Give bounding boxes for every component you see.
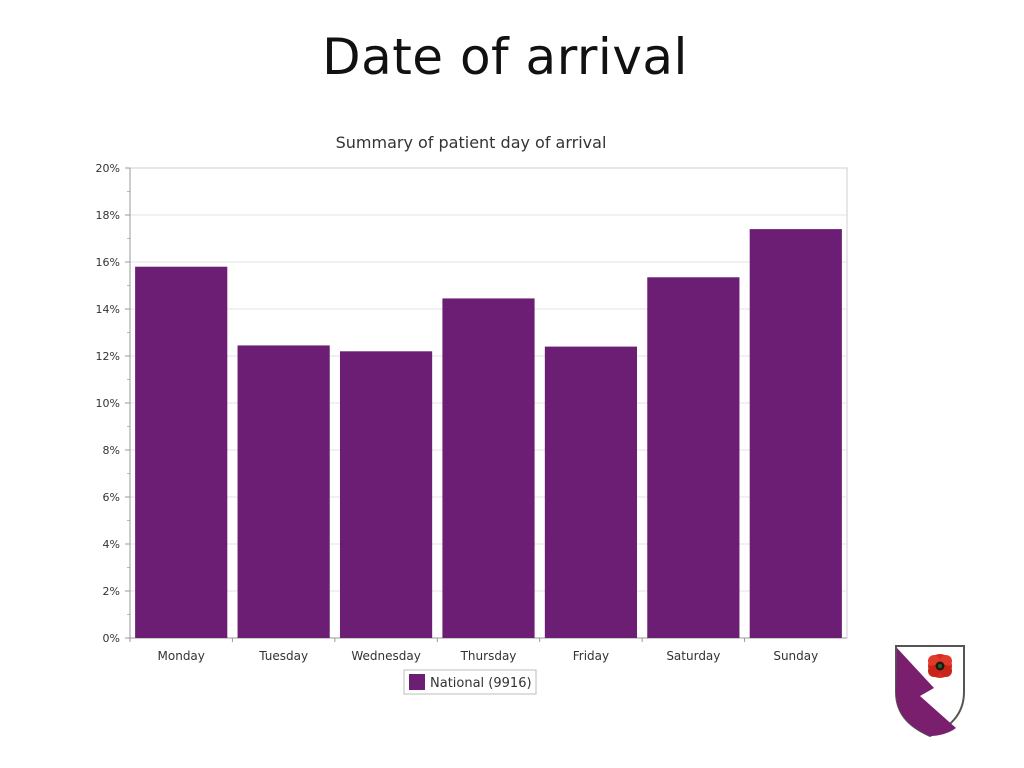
legend-box xyxy=(403,669,537,695)
y-tick-label: 4% xyxy=(103,538,120,551)
bar-thursday[interactable] xyxy=(442,298,535,638)
plot-area: 0% 2% 4% 6% 8% 10% 12% 14% 16% 18% 20% Monday Tuesda… xyxy=(96,162,848,663)
chart-title: Summary of patient day of arrival xyxy=(336,133,607,152)
y-tick-label: 12% xyxy=(96,350,120,363)
bar-friday[interactable] xyxy=(544,346,638,638)
x-tick-label: Friday xyxy=(573,649,609,663)
y-tick-label: 2% xyxy=(103,585,120,598)
x-tick-label: Monday xyxy=(158,649,205,663)
y-tick-label: 8% xyxy=(103,444,120,457)
slide-title: Date of arrival xyxy=(322,28,688,86)
x-tick-label: Wednesday xyxy=(351,649,420,663)
x-tick-label: Thursday xyxy=(460,649,517,663)
legend-label: National (9916) xyxy=(430,676,532,691)
y-tick-label: 16% xyxy=(96,256,120,269)
legend[interactable]: National (9916) xyxy=(403,669,537,695)
bar-monday[interactable] xyxy=(135,266,228,638)
y-tick-label: 10% xyxy=(96,397,120,410)
bar-tuesday[interactable] xyxy=(237,345,330,638)
poppy-shield-icon xyxy=(895,645,965,738)
x-tick-label: Tuesday xyxy=(258,649,308,663)
y-tick-label: 20% xyxy=(96,162,120,175)
y-tick-label: 18% xyxy=(96,209,120,222)
legend-swatch xyxy=(409,674,425,690)
bar-wednesday[interactable] xyxy=(339,351,433,638)
bar-sunday[interactable] xyxy=(749,229,842,638)
y-tick-label: 0% xyxy=(103,632,120,645)
bar-saturday[interactable] xyxy=(647,277,740,638)
y-tick-label: 6% xyxy=(103,491,120,504)
x-tick-label: Sunday xyxy=(773,649,818,663)
x-tick-label: Saturday xyxy=(666,649,720,663)
y-tick-label: 14% xyxy=(96,303,120,316)
